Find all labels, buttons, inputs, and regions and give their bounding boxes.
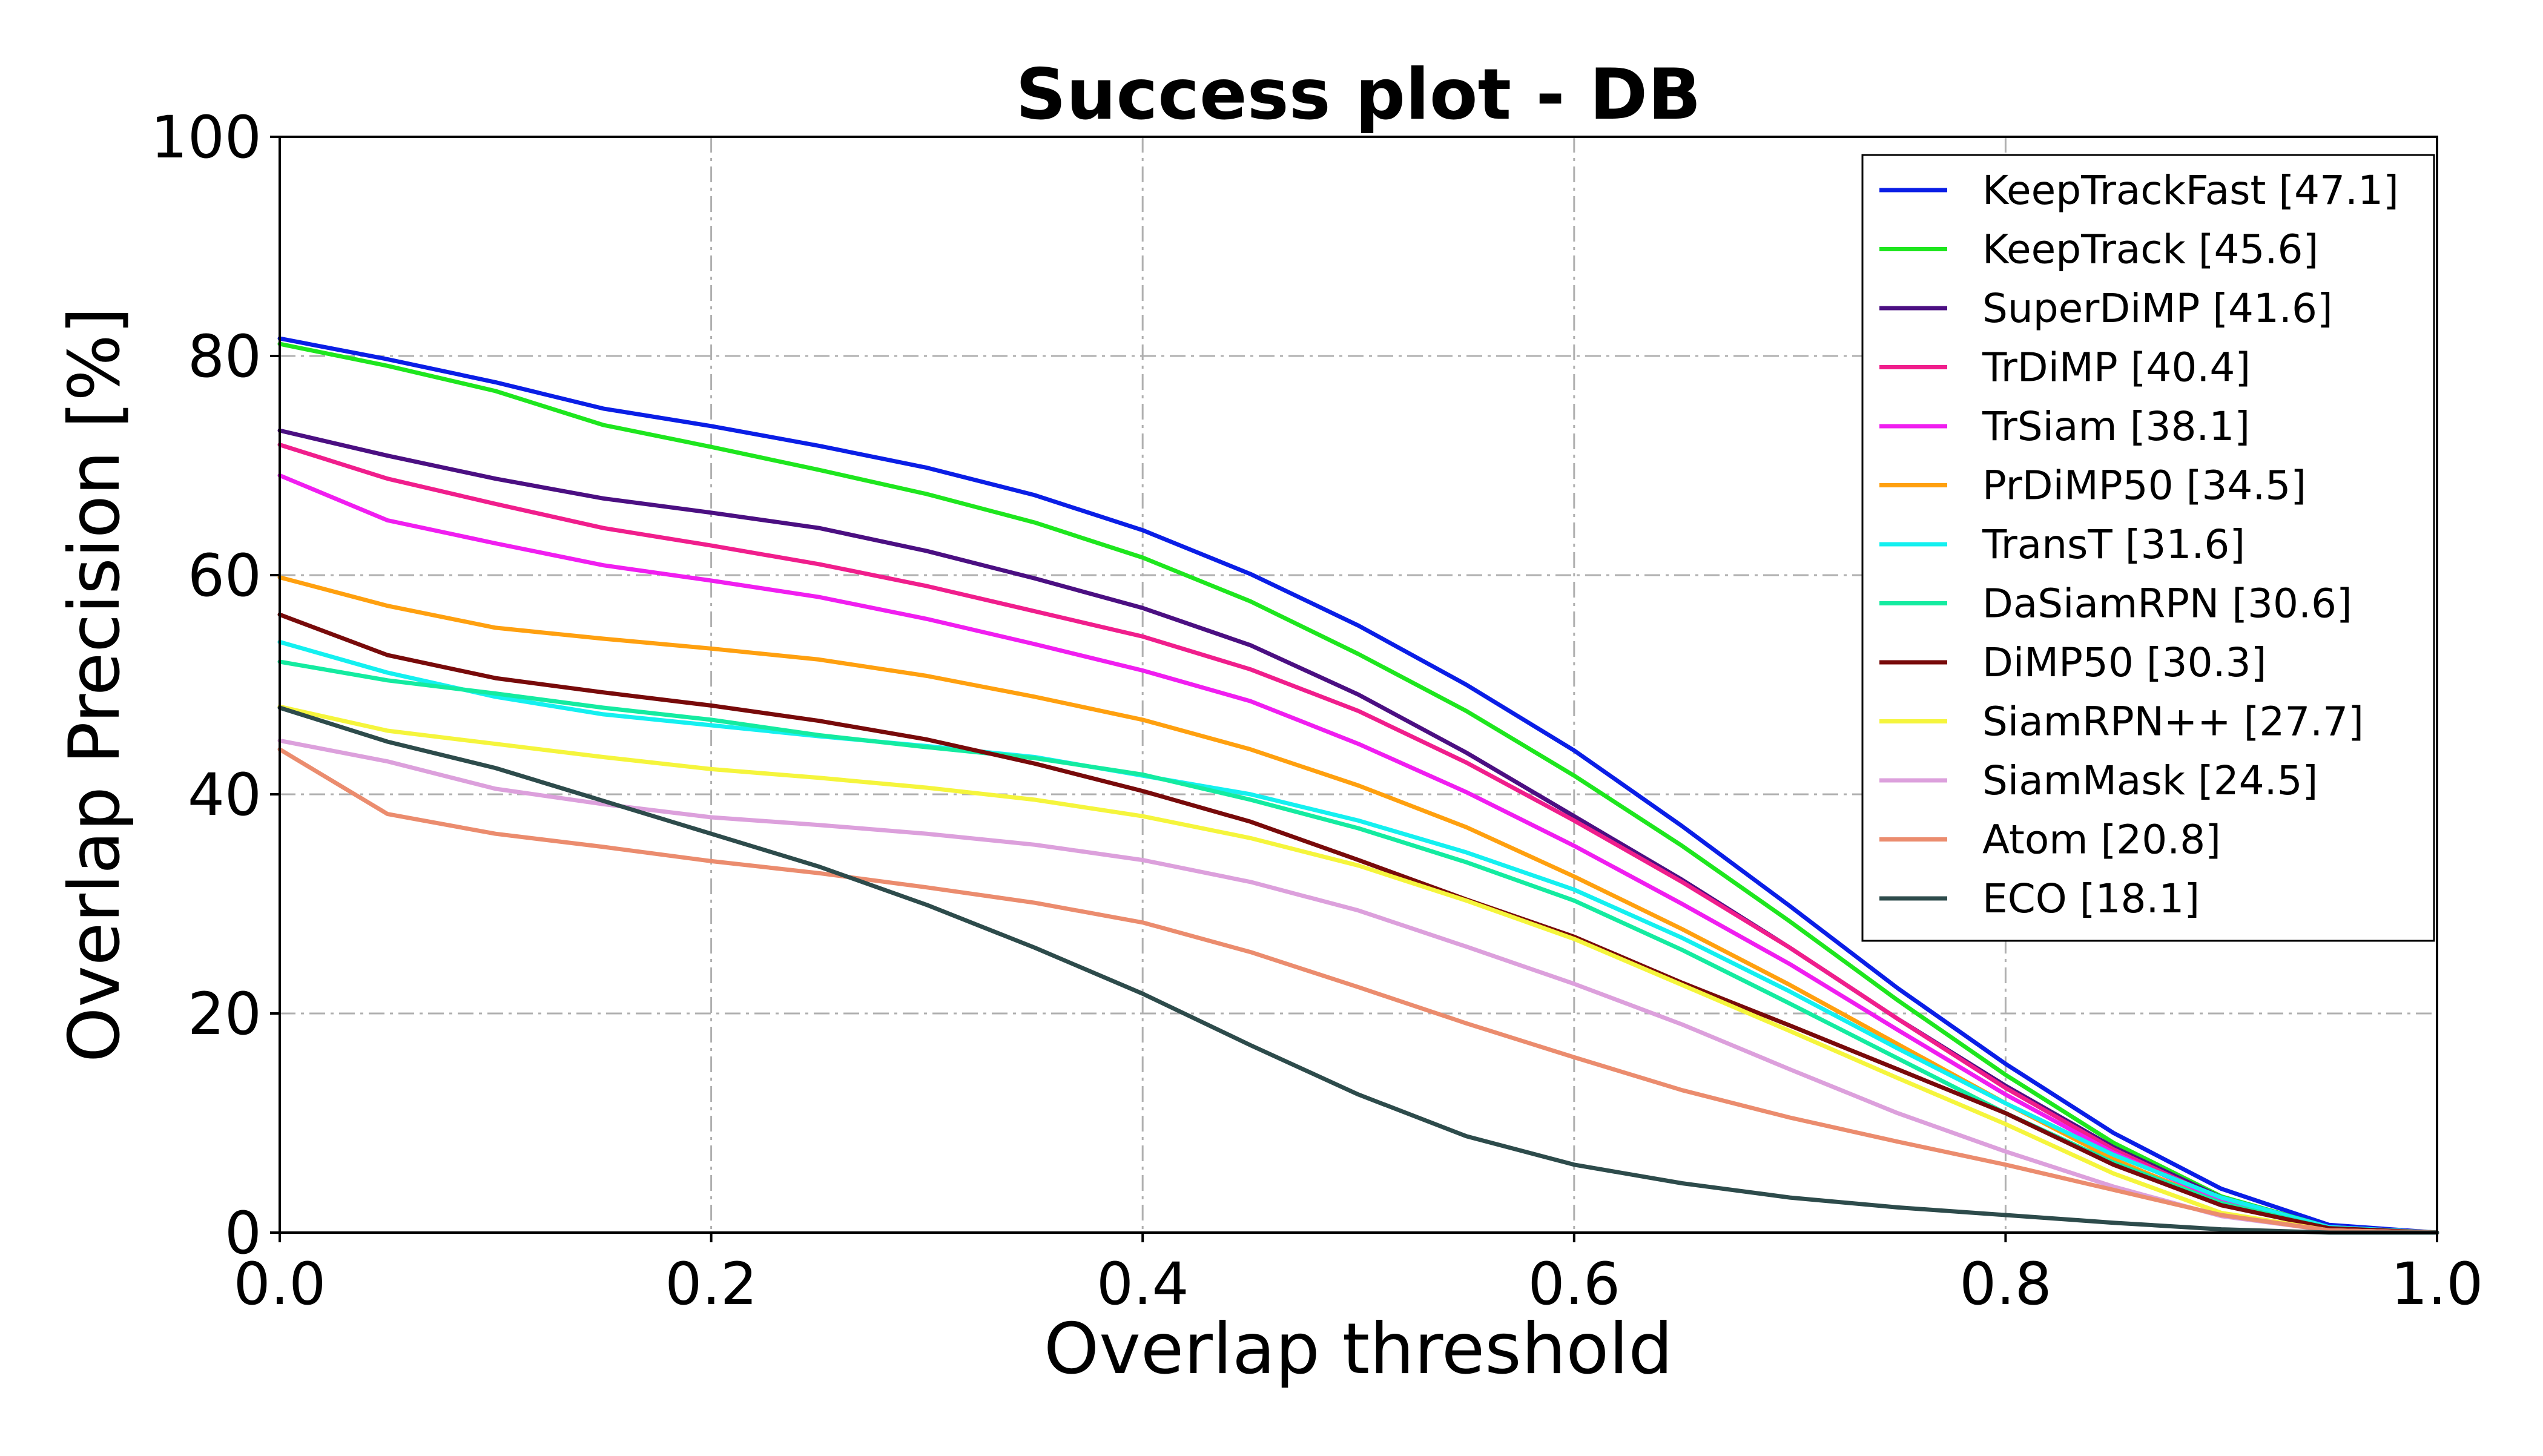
legend-label: ECO [18.1]: [1982, 875, 2200, 922]
legend-label: TrDiMP [40.4]: [1982, 344, 2251, 391]
axis-ticks: 0.0 0.2 0.4 0.6 0.8 1.0 0 20 40 60 80 100: [151, 104, 2484, 1318]
series-line-10: [277, 738, 2439, 1235]
x-axis-label: Overlap threshold: [1044, 1308, 1673, 1390]
series-line-6: [277, 639, 2439, 1235]
y-tick-label: 60: [188, 542, 262, 610]
series-line-5: [277, 575, 2439, 1235]
chart-title: Success plot - DB: [1015, 54, 1701, 136]
legend: KeepTrackFast [47.1] KeepTrack [45.6] Supe…: [1861, 154, 2435, 942]
x-tick-label: 0.0: [234, 1250, 326, 1318]
series-line-11: [277, 747, 2439, 1235]
legend-label: KeepTrackFast [47.1]: [1982, 167, 2399, 214]
legend-label: SiamRPN++ [27.7]: [1982, 699, 2364, 745]
x-tick-label: 1.0: [2391, 1250, 2484, 1318]
legend-label: SuperDiMP [41.6]: [1982, 285, 2333, 332]
y-tick-label: 40: [188, 761, 262, 829]
y-axis-label: Overlap Precision [%]: [54, 307, 136, 1062]
legend-label: SiamMask [24.5]: [1982, 757, 2318, 804]
legend-label: TransT [31.6]: [1982, 521, 2245, 568]
series-line-0: [277, 336, 2439, 1235]
y-tick-label: 20: [188, 980, 262, 1048]
y-tick-label: 100: [151, 104, 262, 171]
x-tick-label: 0.4: [1097, 1250, 1189, 1318]
series-line-12: [277, 705, 2439, 1235]
legend-label: DiMP50 [30.3]: [1982, 639, 2266, 686]
legend-label: KeepTrack [45.6]: [1982, 226, 2318, 273]
series-line-8: [277, 612, 2439, 1235]
y-tick-label: 0: [225, 1199, 262, 1267]
series-line-9: [277, 704, 2439, 1235]
series-line-4: [277, 473, 2439, 1235]
x-tick-label: 0.2: [665, 1250, 757, 1318]
plot-frame: [279, 136, 2438, 1234]
legend-label: DaSiamRPN [30.6]: [1982, 581, 2352, 627]
y-tick-label: 80: [188, 323, 262, 390]
series-line-3: [277, 443, 2439, 1235]
series-line-1: [277, 341, 2439, 1235]
legend-label: PrDiMP50 [34.5]: [1982, 463, 2306, 509]
legend-label: TrSiam [38.1]: [1982, 403, 2250, 450]
legend-label: Atom [20.8]: [1982, 817, 2221, 863]
x-tick-label: 0.6: [1528, 1250, 1620, 1318]
series-lines: [277, 336, 2439, 1235]
legend-box: [1861, 154, 2435, 942]
x-tick-label: 0.8: [1959, 1250, 2052, 1318]
